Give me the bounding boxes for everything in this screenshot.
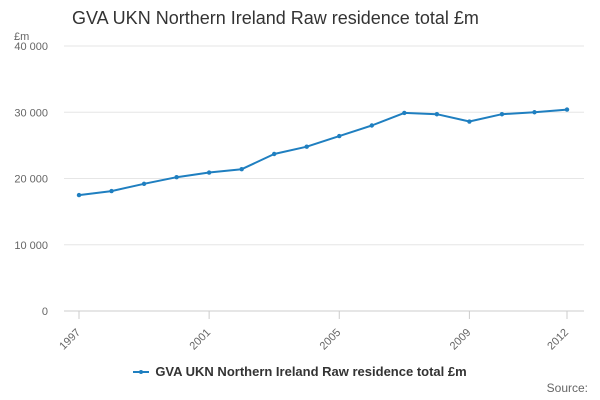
series-line	[78, 108, 568, 197]
x-tick-label: 2012	[545, 327, 571, 353]
gridlines	[64, 45, 584, 246]
source-label: Source:	[546, 381, 588, 395]
data-point	[402, 110, 407, 116]
data-point	[369, 123, 374, 128]
x-tick-label: 1997	[57, 327, 83, 353]
data-point	[239, 167, 244, 172]
legend-label: GVA UKN Northern Ireland Raw residence t…	[155, 364, 467, 379]
y-tick-label: 30 000	[14, 107, 48, 119]
legend-line-marker-icon	[133, 367, 150, 377]
series-layer	[76, 107, 570, 198]
y-tick-label: 20 000	[14, 174, 48, 186]
data-point	[337, 133, 342, 139]
y-tick-label: 40 000	[14, 41, 48, 53]
y-axis-ticks: 0 10 000 20 000 30 000 40 000	[14, 41, 48, 318]
data-point	[434, 112, 440, 117]
x-axis-ticks: 1997 2001 2005 2009 2012	[57, 311, 571, 352]
data-point	[499, 112, 505, 117]
data-point	[532, 110, 537, 115]
data-point	[174, 174, 179, 180]
y-unit-label: £m	[14, 31, 30, 43]
x-tick-label: 2001	[187, 327, 213, 353]
x-tick-label: 2009	[448, 327, 474, 353]
data-point	[304, 144, 309, 149]
x-tick-label: 2005	[318, 327, 344, 353]
data-point	[109, 188, 114, 194]
data-point	[141, 181, 147, 186]
legend[interactable]: GVA UKN Northern Ireland Raw residence t…	[0, 364, 600, 379]
y-tick-label: 10 000	[14, 240, 48, 252]
y-tick-label: 0	[42, 306, 48, 318]
data-point	[467, 119, 472, 124]
legend-item[interactable]: GVA UKN Northern Ireland Raw residence t…	[133, 364, 467, 379]
chart-title: GVA UKN Northern Ireland Raw residence t…	[72, 8, 479, 28]
data-point	[272, 151, 277, 157]
data-point	[206, 170, 212, 175]
data-point	[564, 107, 570, 112]
data-point	[76, 192, 82, 198]
